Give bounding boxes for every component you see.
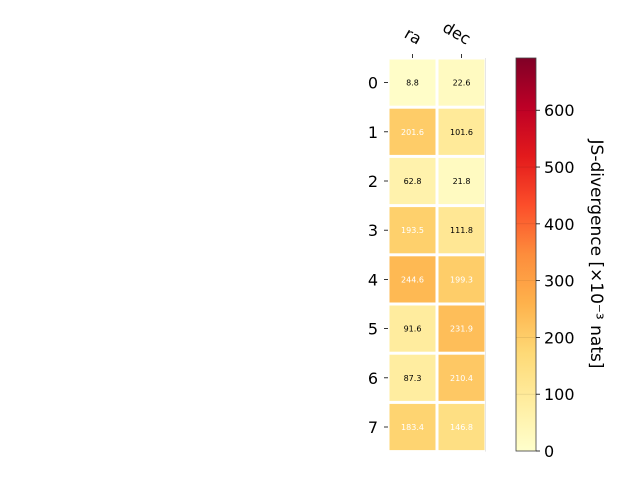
cell-value-label: 111.8 [450,226,473,235]
heatmap-cell [438,403,485,451]
heatmap-cell [389,403,436,451]
colorbar-label: JS-divergence [×10⁻³ nats] [586,139,606,369]
heatmap-cell [389,108,436,155]
y-tick-label: 3 [368,221,378,240]
y-tick-label: 5 [368,320,378,339]
cell-value-label: 91.6 [404,325,422,334]
colorbar-tick-label: 500 [544,158,575,177]
x-tick-label: dec [440,18,474,49]
heatmap-cell [389,157,436,205]
colorbar-ticks: 0 100 200 300 400 500 600 [516,101,575,461]
cell-value-label: 199.3 [450,275,473,284]
heatmap-cell [438,59,485,106]
x-tick-label: ra [401,24,425,49]
cell-value-label: 231.9 [450,325,473,334]
heatmap-cell [438,354,485,401]
y-tick-label: 4 [368,270,378,289]
heatmap-cell [389,256,436,303]
cell-value-label: 244.6 [401,275,424,284]
cell-value-label: 8.8 [406,79,419,88]
heatmap-cell [389,59,436,106]
colorbar-gradient [515,57,537,452]
colorbar-tick-label: 200 [544,328,575,347]
heatmap-cell [438,207,485,254]
cell-value-label: 201.6 [401,128,424,137]
y-tick-label: 6 [368,369,378,388]
y-tick-label: 2 [368,172,378,191]
y-tick-label: 7 [368,418,378,437]
cell-value-label: 21.8 [453,177,471,186]
y-tick-label: 1 [368,123,378,142]
colorbar-tick-label: 100 [544,385,575,404]
y-tick-label: 0 [368,74,378,93]
cell-value-label: 146.8 [450,423,473,432]
heatmap-cell [438,305,485,352]
colorbar-tick-label: 300 [544,272,575,291]
cell-value-label: 193.5 [401,226,424,235]
heatmap-cell [389,207,436,254]
colorbar-tick-label: 0 [544,442,554,461]
cell-value-label: 87.3 [404,374,422,383]
heatmap-cell [438,108,485,155]
colorbar-tick-label: 400 [544,215,575,234]
heatmap-plot-area: 8.8 22.6 201.6 101.6 62.8 21.8 193.5 111.8 244.6… [368,18,486,452]
heatmap-cell [389,305,436,352]
cell-value-label: 183.4 [401,423,424,432]
heatmap-cell [438,256,485,303]
cell-value-label: 101.6 [450,128,473,137]
cell-value-label: 210.4 [450,374,473,383]
colorbar-tick-label: 600 [544,101,575,120]
colorbar: 0 100 200 300 400 500 600 JS-divergence [×10⁻³… [515,57,606,461]
cell-value-label: 22.6 [453,79,471,88]
cell-value-label: 62.8 [404,177,422,186]
heatmap-cell [438,157,485,205]
heatmap-cell [389,354,436,401]
